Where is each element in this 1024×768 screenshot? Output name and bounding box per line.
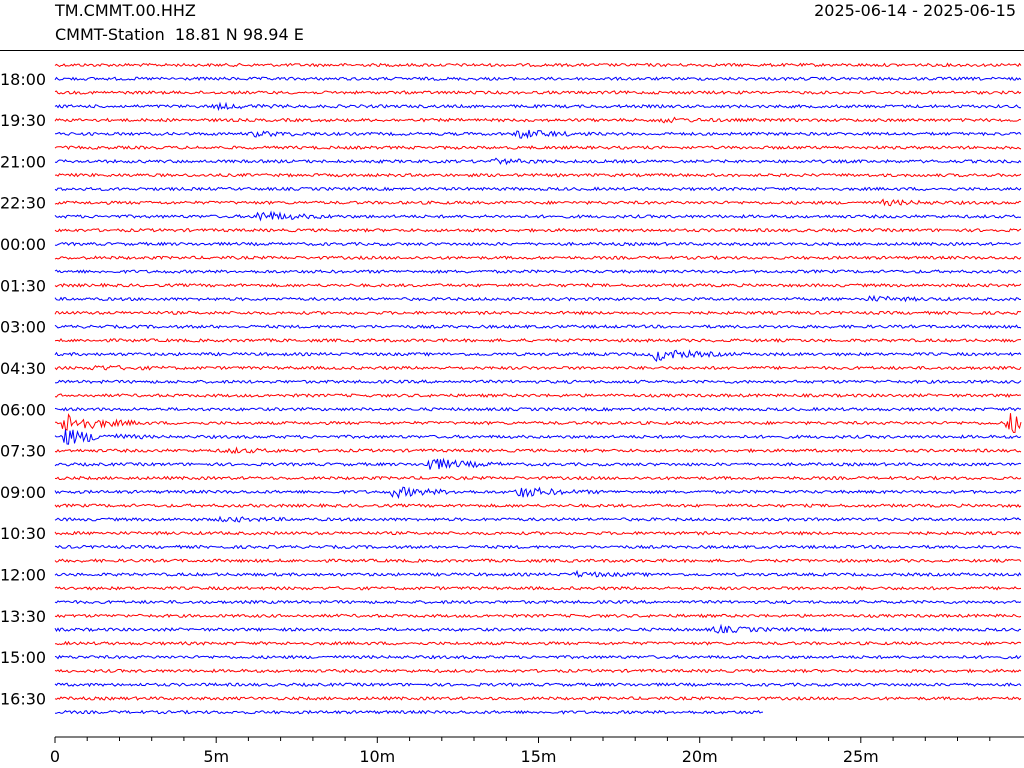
y-tick-label: 12:00 [0, 566, 46, 585]
trace-line-10 [54, 198, 1022, 207]
trace-line-27 [54, 429, 1022, 445]
header-rule [0, 50, 1024, 51]
trace-line-0 [54, 62, 1022, 68]
trace-line-40 [54, 613, 1022, 619]
trace-line-14 [54, 255, 1022, 261]
trace-line-26 [55, 413, 1022, 434]
trace-line-9 [54, 186, 1022, 192]
y-tick-label: 22:30 [0, 194, 46, 213]
trace-line-3 [54, 101, 1021, 112]
y-tick-label: 13:30 [0, 607, 46, 626]
trace-line-31 [54, 486, 1022, 500]
y-tick-label: 18:00 [0, 70, 46, 89]
x-tick-label: 15m [521, 747, 557, 766]
y-tick-label: 10:30 [0, 524, 46, 543]
trace-line-13 [54, 241, 1022, 247]
y-tick-label: 00:00 [0, 235, 46, 254]
trace-line-21 [54, 349, 1022, 363]
trace-line-24 [54, 393, 1022, 399]
date-range: 2025-06-14 - 2025-06-15 [814, 1, 1016, 20]
trace-line-23 [54, 379, 1022, 385]
y-tick-label: 15:00 [0, 648, 46, 667]
x-tick-label: 25m [843, 747, 879, 766]
trace-line-18 [54, 310, 1022, 316]
trace-line-41 [54, 623, 1022, 634]
trace-line-35 [54, 544, 1022, 550]
x-tick-label: 20m [682, 747, 718, 766]
trace-line-28 [54, 446, 1022, 455]
trace-line-8 [54, 172, 1022, 178]
station-code: TM.CMMT.00.HHZ [55, 1, 196, 20]
trace-line-20 [54, 337, 1021, 343]
trace-line-5 [55, 129, 1022, 140]
x-ticks: 0 5m 10m 15m 20m 25m [50, 737, 991, 766]
trace-line-42 [55, 640, 1022, 646]
trace-line-39 [54, 599, 1022, 605]
trace-line-25 [54, 406, 1022, 412]
trace-line-6 [54, 145, 1022, 151]
trace-line-1 [54, 76, 1022, 82]
station-info: CMMT-Station 18.81 N 98.94 E [55, 25, 304, 44]
trace-line-7 [54, 157, 1022, 166]
trace-line-4 [54, 116, 1022, 124]
y-tick-label: 01:30 [0, 276, 46, 295]
y-tick-labels: 18:00 19:30 21:00 22:30 00:00 01:30 03:00 04:30… [0, 70, 46, 709]
trace-line-15 [54, 269, 1022, 274]
trace-line-30 [54, 475, 1022, 481]
trace-line-12 [54, 227, 1022, 233]
trace-line-44 [54, 668, 1022, 674]
y-tick-label: 07:30 [0, 442, 46, 461]
y-tick-label: 19:30 [0, 111, 46, 130]
trace-line-36 [54, 558, 1022, 564]
trace-line-17 [54, 294, 1022, 303]
trace-group [54, 62, 1022, 715]
y-tick-label: 16:30 [0, 689, 46, 708]
trace-line-38 [54, 585, 1022, 591]
trace-line-19 [54, 324, 1022, 330]
y-tick-label: 09:00 [0, 483, 46, 502]
trace-line-33 [54, 515, 1022, 523]
trace-line-11 [54, 210, 1022, 222]
trace-line-47 [55, 709, 764, 715]
x-tick-label: 5m [203, 747, 229, 766]
y-tick-label: 06:00 [0, 400, 46, 419]
y-tick-label: 04:30 [0, 359, 46, 378]
x-tick-label: 10m [359, 747, 395, 766]
trace-line-45 [54, 682, 1022, 688]
y-tick-label: 21:00 [0, 152, 46, 171]
trace-line-37 [54, 569, 1022, 578]
x-tick-label: 0 [50, 747, 60, 766]
trace-line-34 [54, 530, 1022, 536]
trace-line-29 [54, 457, 1022, 470]
trace-line-32 [54, 503, 1022, 509]
trace-line-2 [54, 90, 1022, 95]
trace-line-16 [54, 282, 1022, 288]
trace-line-46 [54, 695, 1022, 701]
y-tick-label: 03:00 [0, 318, 46, 337]
trace-line-22 [54, 364, 1022, 371]
trace-line-43 [54, 654, 1022, 660]
